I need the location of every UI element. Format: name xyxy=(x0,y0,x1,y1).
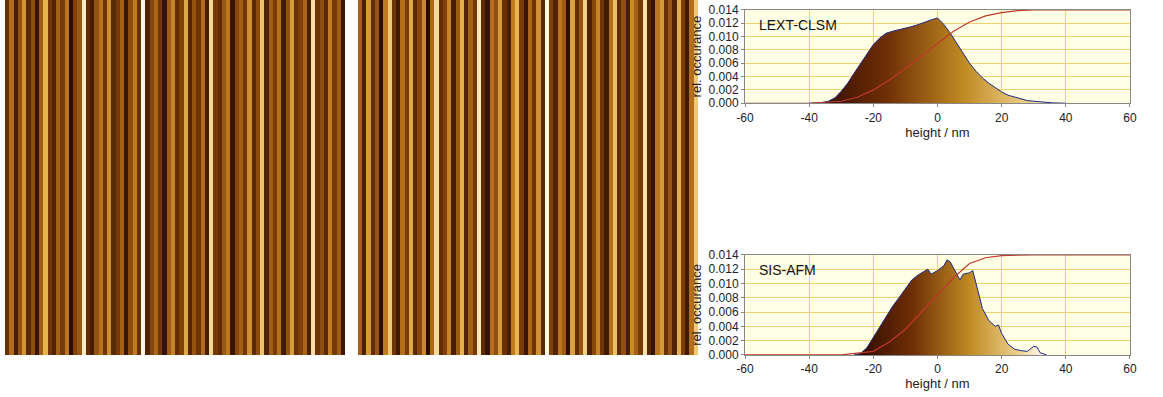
svg-text:-20: -20 xyxy=(865,111,883,125)
svg-text:0.014: 0.014 xyxy=(709,248,739,262)
svg-text:-40: -40 xyxy=(801,111,819,125)
svg-text:-60: -60 xyxy=(736,362,754,376)
svg-text:40: 40 xyxy=(1059,362,1073,376)
svg-text:0.010: 0.010 xyxy=(709,30,739,44)
svg-text:0.012: 0.012 xyxy=(709,16,739,30)
svg-text:0.008: 0.008 xyxy=(709,291,739,305)
svg-text:0.000: 0.000 xyxy=(709,348,739,362)
svg-text:0.012: 0.012 xyxy=(709,262,739,276)
svg-text:0: 0 xyxy=(934,111,941,125)
svg-text:0.008: 0.008 xyxy=(709,43,739,57)
svg-text:rel. occurance: rel. occurance xyxy=(689,264,704,346)
svg-text:0.010: 0.010 xyxy=(709,277,739,291)
svg-text:20: 20 xyxy=(995,111,1009,125)
svg-text:SIS-AFM: SIS-AFM xyxy=(759,262,816,278)
svg-text:0.014: 0.014 xyxy=(709,3,739,17)
svg-text:0.000: 0.000 xyxy=(709,96,739,110)
svg-text:-40: -40 xyxy=(801,362,819,376)
svg-text:0.006: 0.006 xyxy=(709,56,739,70)
svg-text:-60: -60 xyxy=(736,111,754,125)
svg-text:0.004: 0.004 xyxy=(709,70,739,84)
svg-text:20: 20 xyxy=(995,362,1009,376)
svg-text:LEXT-CLSM: LEXT-CLSM xyxy=(759,17,837,33)
svg-text:height / nm: height / nm xyxy=(905,376,969,391)
svg-text:0.004: 0.004 xyxy=(709,320,739,334)
svg-text:0.002: 0.002 xyxy=(709,83,739,97)
svg-text:height / nm: height / nm xyxy=(905,125,969,140)
svg-text:0: 0 xyxy=(934,362,941,376)
svg-text:0.002: 0.002 xyxy=(709,334,739,348)
svg-text:60: 60 xyxy=(1123,111,1137,125)
svg-text:0.006: 0.006 xyxy=(709,305,739,319)
svg-text:40: 40 xyxy=(1059,111,1073,125)
svg-text:rel. occurance: rel. occurance xyxy=(689,16,704,98)
svg-text:60: 60 xyxy=(1123,362,1137,376)
svg-text:-20: -20 xyxy=(865,362,883,376)
